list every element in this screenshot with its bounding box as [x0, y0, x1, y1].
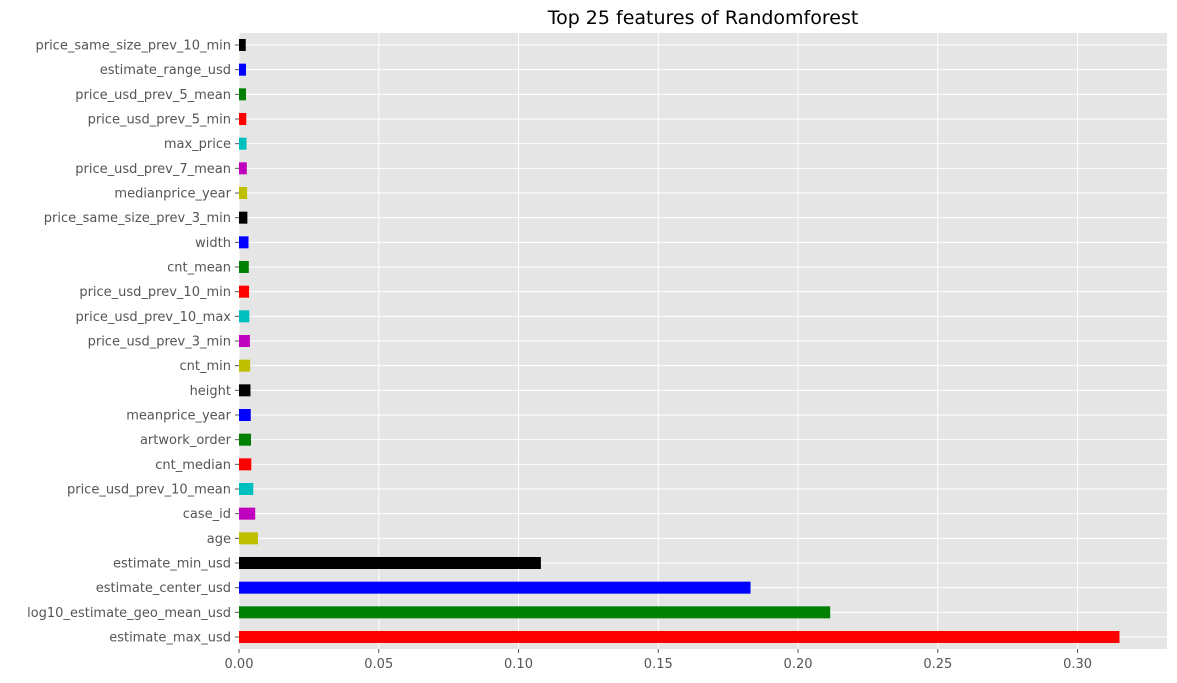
y-tick-label: estimate_min_usd [113, 557, 231, 572]
x-tick-label: 0.15 [644, 657, 673, 672]
x-tick-label: 0.25 [923, 657, 952, 672]
y-tick-label: price_same_size_prev_3_min [44, 211, 231, 226]
x-tick-label: 0.30 [1063, 657, 1092, 672]
bar-artwork-order [239, 433, 252, 446]
y-tick-label: artwork_order [140, 433, 232, 448]
y-tick-label: meanprice_year [126, 409, 231, 424]
bar-meanprice-year [239, 409, 251, 421]
bars-group [239, 39, 1120, 643]
y-tick-label: estimate_center_usd [96, 581, 231, 596]
y-tick-label: width [195, 236, 231, 251]
bar-max-price [239, 137, 247, 150]
bar-price-same-size-prev-10-min [239, 39, 246, 51]
y-tick-label: price_usd_prev_10_min [79, 285, 231, 300]
x-tick-label: 0.20 [784, 657, 813, 672]
y-tick-label: cnt_mean [167, 261, 231, 276]
y-tick-label: log10_estimate_geo_mean_usd [27, 606, 231, 621]
y-tick-label: medianprice_year [114, 187, 231, 202]
bar-log10-estimate-geo-mean-usd [239, 606, 831, 619]
y-tick-label: case_id [183, 507, 231, 522]
bar-estimate-min-usd [239, 557, 541, 569]
x-tick-label: 0.05 [364, 657, 393, 672]
y-tick-label: max_price [164, 137, 231, 152]
y-tick-label: price_usd_prev_3_min [88, 335, 231, 350]
bar-price-usd-prev-5-mean [239, 88, 246, 101]
bar-width [239, 236, 249, 249]
bar-price-same-size-prev-3-min [239, 211, 248, 224]
y-tick-label: price_usd_prev_5_min [88, 113, 231, 128]
bar-age [239, 532, 259, 545]
y-tick-label: price_usd_prev_10_max [76, 310, 232, 325]
y-tick-label: estimate_range_usd [100, 63, 231, 78]
y-tick-label: age [207, 532, 231, 547]
bar-estimate-max-usd [239, 631, 1120, 643]
y-tick-label: price_usd_prev_7_mean [75, 162, 231, 177]
bar-price-usd-prev-3-min [239, 335, 250, 347]
bar-cnt-median [239, 458, 252, 471]
bar-case-id [239, 507, 256, 520]
bar-cnt-min [239, 359, 251, 372]
bar-estimate-range-usd [239, 63, 246, 76]
x-tick-label: 0.10 [504, 657, 533, 672]
bar-price-usd-prev-7-mean [239, 162, 247, 175]
chart-title: Top 25 features of Randomforest [547, 7, 859, 29]
bar-height [239, 384, 251, 397]
y-tick-label: estimate_max_usd [109, 631, 231, 646]
y-tick-labels: estimate_max_usd log10_estimate_geo_mean_… [27, 39, 232, 646]
x-tick-labels: 0.00 0.05 0.10 0.15 0.20 0.25 0.30 [225, 657, 1093, 672]
y-tick-label: cnt_min [180, 359, 232, 374]
bar-price-usd-prev-5-min [239, 113, 247, 125]
bar-price-usd-prev-10-max [239, 310, 250, 323]
y-tick-label: price_usd_prev_10_mean [67, 483, 231, 498]
bar-cnt-mean [239, 261, 249, 273]
y-tick-label: height [190, 384, 231, 399]
y-tick-label: price_same_size_prev_10_min [35, 39, 231, 54]
bar-medianprice-year [239, 187, 248, 199]
x-tick-label: 0.00 [225, 657, 254, 672]
y-tick-label: price_usd_prev_5_mean [75, 88, 231, 103]
bar-price-usd-prev-10-min [239, 285, 250, 298]
y-tick-label: cnt_median [155, 458, 231, 473]
bar-price-usd-prev-10-mean [239, 483, 254, 495]
bar-estimate-center-usd [239, 581, 751, 594]
